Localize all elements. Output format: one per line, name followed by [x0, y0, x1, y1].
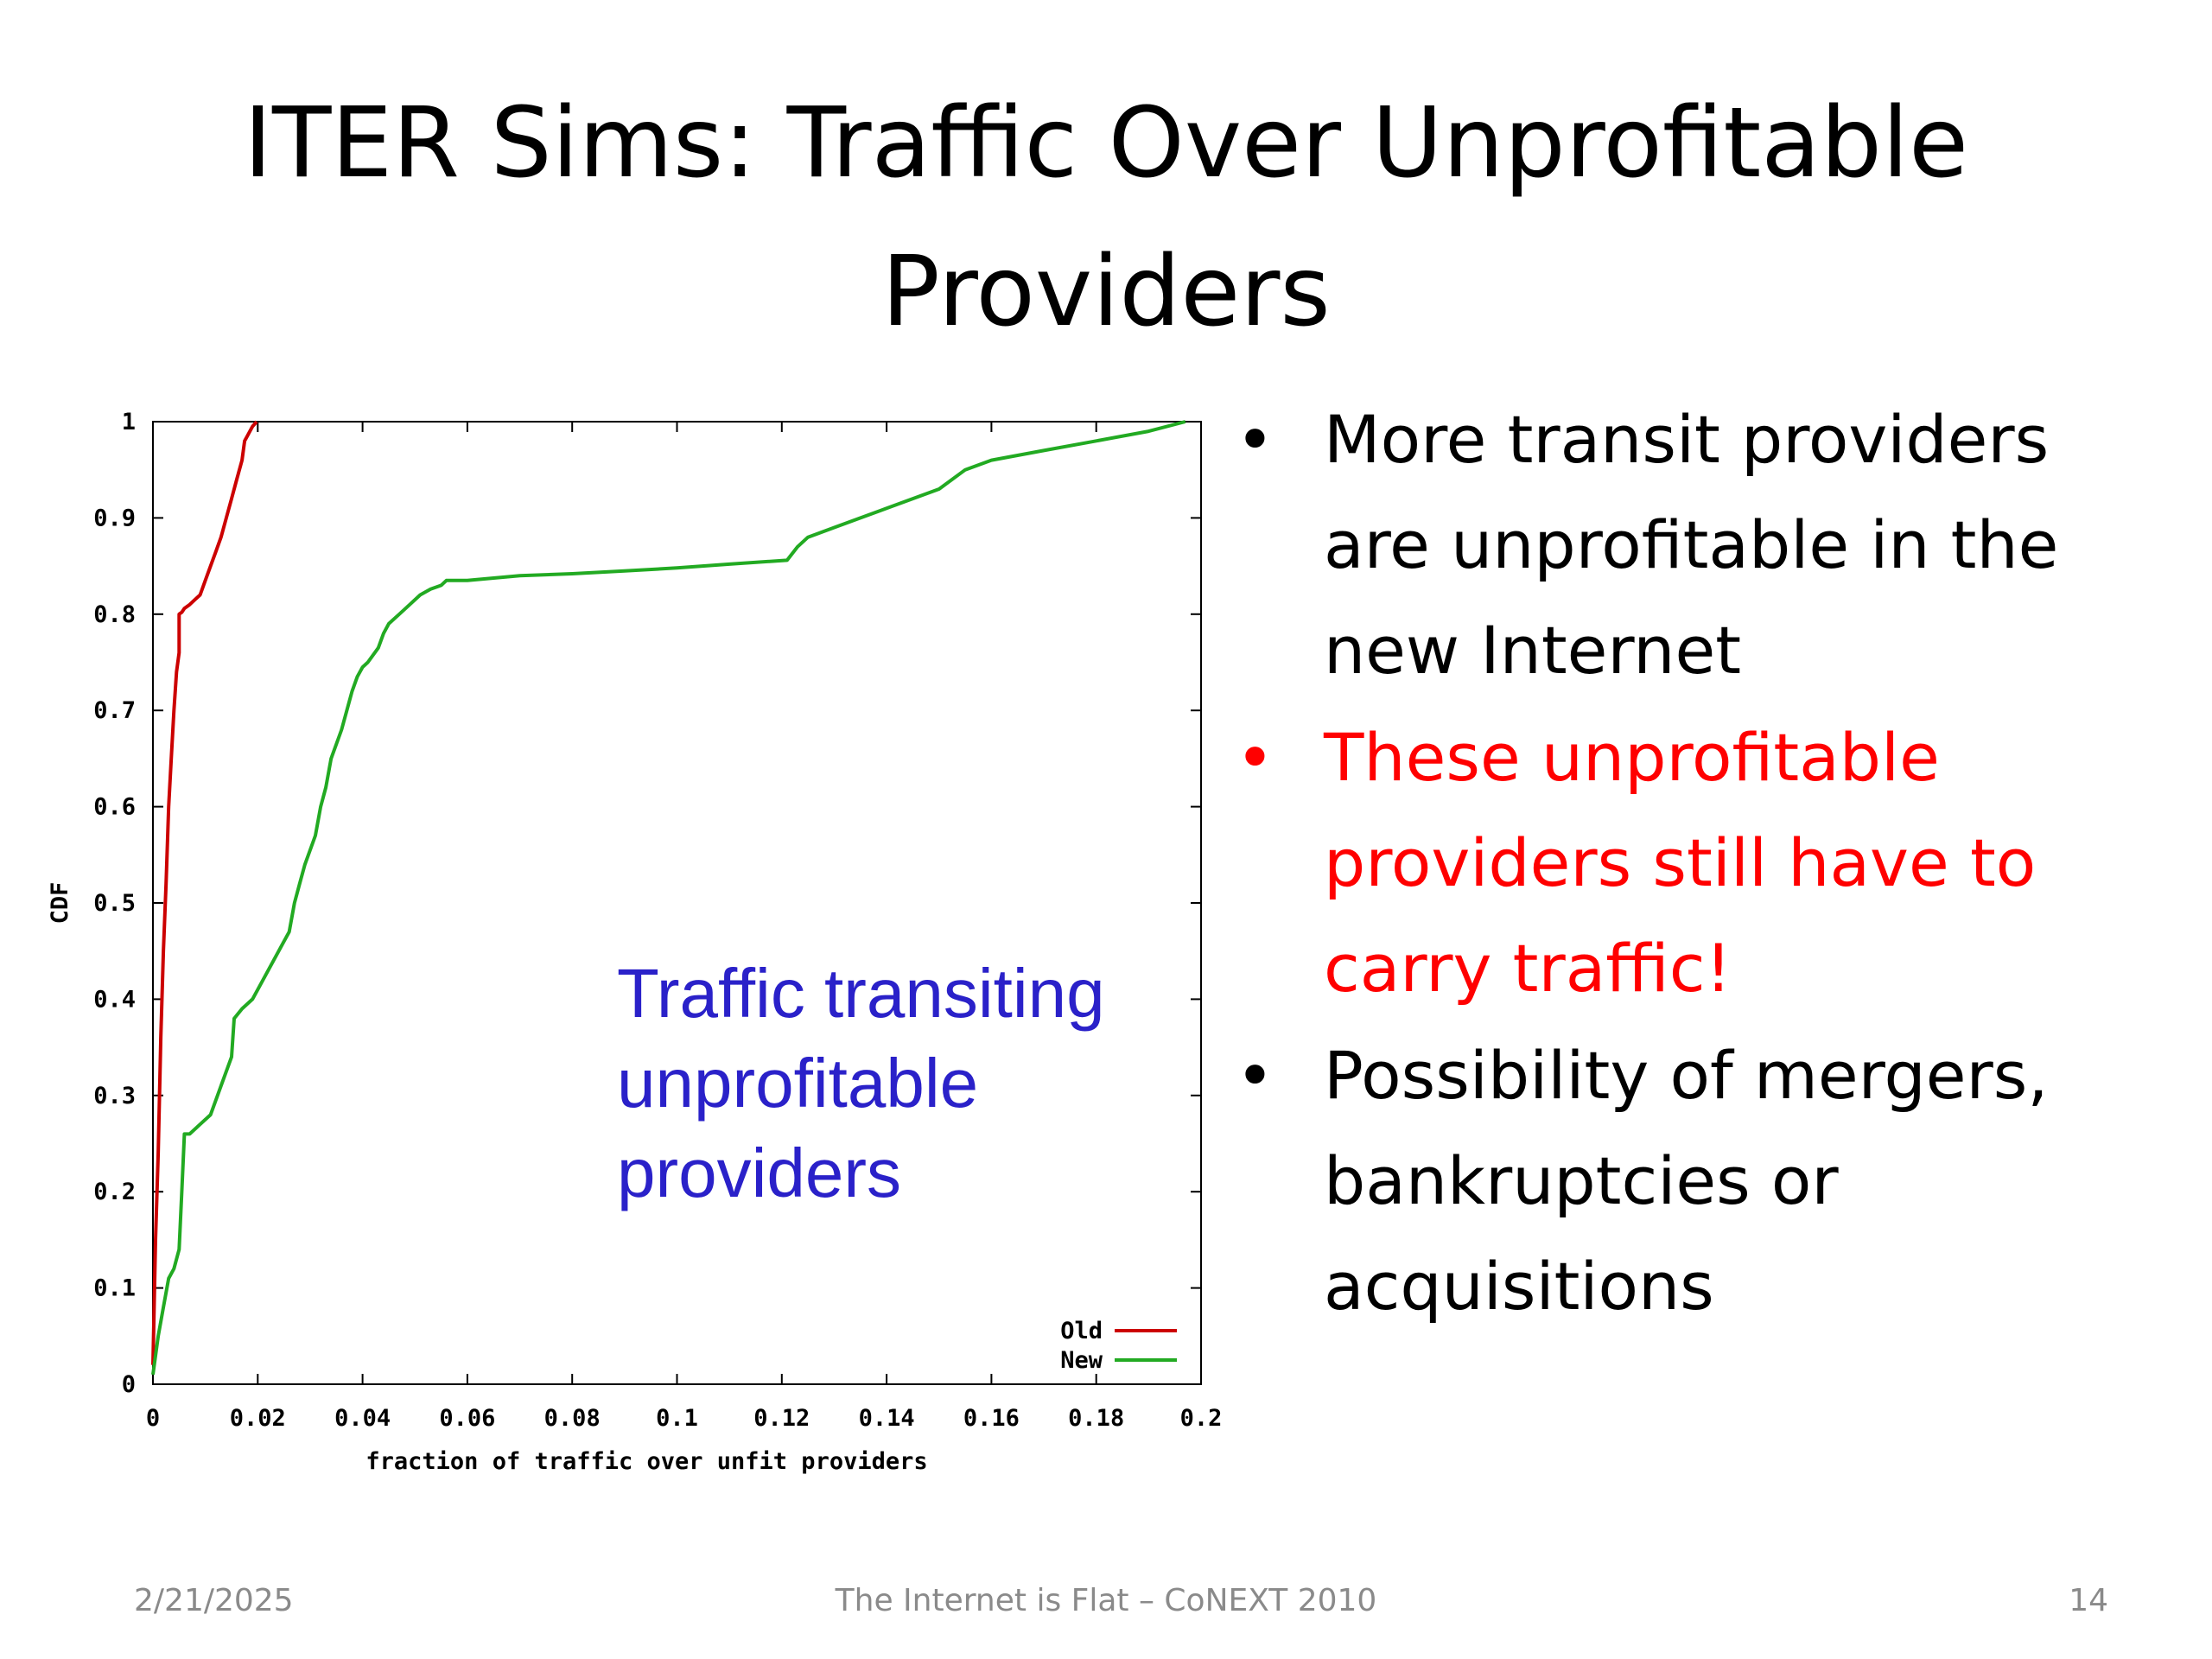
x-tick-label: 0.04: [334, 1405, 391, 1432]
x-tick-label: 0.18: [1068, 1405, 1124, 1432]
bullet-item-3: • Possibility of mergers, bankruptcies o…: [1227, 1023, 2186, 1339]
y-tick-label: 0: [122, 1371, 136, 1398]
cdf-chart: 0 0.02 0.04 0.06 0.08 0.1 0.12 0.14 0.16 0.18 0.2 0…: [35, 397, 1236, 1486]
y-tick-label: 1: [122, 409, 136, 435]
bullet-mark-2: •: [1236, 719, 1274, 796]
y-tick-label: 0.5: [93, 890, 136, 917]
bullet-mark-3: •: [1236, 1037, 1274, 1114]
footer-page-number: 14: [2069, 1583, 2108, 1618]
series-line-old: [151, 420, 258, 1365]
y-tick-label: 0.4: [93, 986, 136, 1013]
x-tick-label: 0.02: [230, 1405, 286, 1432]
bullet-1-line-3: new Internet: [1324, 612, 1742, 689]
bullet-2-line-2: providers still have to: [1324, 824, 2037, 901]
footer-date: 2/21/2025: [134, 1583, 294, 1618]
x-tick-label: 0.1: [656, 1405, 698, 1432]
bullet-3-line-3: acquisitions: [1324, 1248, 1714, 1325]
title-line-2: Providers: [881, 236, 1331, 348]
x-tick-label: 0: [146, 1405, 160, 1432]
bullet-item-1: • More transit providers are unprofitabl…: [1227, 387, 2186, 703]
x-tick-label: 0.14: [859, 1405, 915, 1432]
y-tick-label: 0.3: [93, 1083, 136, 1109]
y-axis-label: CDF: [47, 882, 73, 925]
bullet-1-line-1: More transit providers: [1324, 401, 2050, 478]
bullet-3-line-2: bankruptcies or: [1324, 1142, 1839, 1219]
annotation-line-3: providers: [617, 1135, 902, 1211]
x-tick-label: 0.2: [1180, 1405, 1223, 1432]
y-tick-label: 0.9: [93, 505, 136, 531]
series-line-new: [151, 420, 1186, 1376]
chart-annotation: Traffic transiting unprofitable provider…: [617, 949, 1105, 1218]
cdf-chart-svg: 0 0.02 0.04 0.06 0.08 0.1 0.12 0.14 0.16 0.18 0.2 0…: [47, 409, 1223, 1475]
title-line-1: ITER Sims: Traffic Over Unprofitable: [243, 87, 1969, 200]
bullet-2-line-1: These unprofitable: [1324, 719, 1940, 796]
x-axis-label: fraction of traffic over unfit providers: [365, 1448, 927, 1475]
x-tick-label: 0.16: [963, 1405, 1020, 1432]
bullet-3-line-1: Possibility of mergers,: [1324, 1037, 2049, 1114]
slide-title: ITER Sims: Traffic Over Unprofitable Pro…: [86, 69, 2126, 366]
x-tick-label: 0.12: [753, 1405, 810, 1432]
y-tick-label: 0.2: [93, 1179, 136, 1205]
y-tick-label: 0.8: [93, 601, 136, 628]
x-tick-label: 0.06: [439, 1405, 495, 1432]
footer-title: The Internet is Flat – CoNEXT 2010: [835, 1583, 1377, 1618]
plot-frame: [152, 421, 1202, 1385]
annotation-line-1: Traffic transiting: [617, 955, 1105, 1032]
bullet-1-line-2: are unprofitable in the: [1324, 506, 2059, 583]
legend-label-old: Old: [1060, 1318, 1103, 1344]
bullet-mark-1: •: [1236, 401, 1274, 478]
y-tick-label: 0.6: [93, 794, 136, 821]
annotation-line-2: unprofitable: [617, 1045, 979, 1122]
bullet-list: • More transit providers are unprofitabl…: [1227, 387, 2186, 1341]
x-tick-label: 0.08: [544, 1405, 601, 1432]
y-tick-label: 0.1: [93, 1275, 136, 1302]
bullet-2-line-3: carry traffic!: [1324, 930, 1732, 1007]
y-tick-label: 0.7: [93, 697, 136, 724]
legend-label-new: New: [1060, 1347, 1103, 1374]
bullet-item-2: • These unprofitable providers still hav…: [1227, 705, 2186, 1021]
